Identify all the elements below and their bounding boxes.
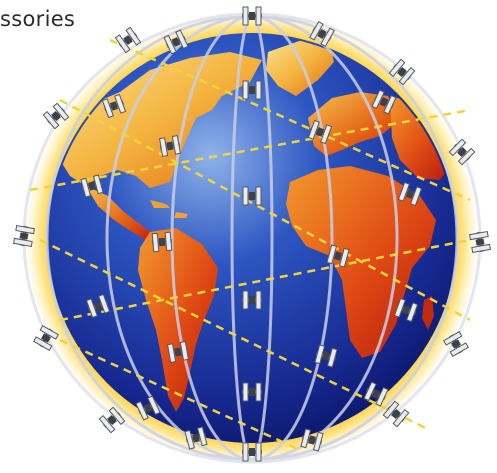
landmass-central-america	[86, 186, 150, 240]
landmass-islands	[150, 200, 188, 218]
coverage-lines	[29, 38, 471, 452]
landmass-north-america	[58, 52, 262, 188]
caption-text: ssories	[0, 7, 76, 31]
landmass-asia	[390, 96, 454, 180]
landmass-greenland	[266, 40, 334, 96]
landmass-madagascar	[422, 296, 434, 330]
